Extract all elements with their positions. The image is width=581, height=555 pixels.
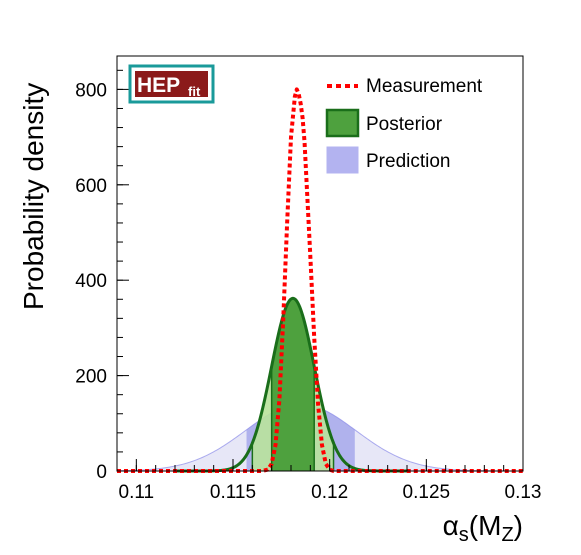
legend-prediction-label: Prediction — [366, 151, 451, 172]
x-tick-label-4: 0.13 — [505, 482, 542, 503]
x-axis-title-sub-s: s — [459, 524, 469, 546]
x-axis-title-open: (M — [469, 510, 502, 541]
x-axis-title-symbol: α — [443, 510, 459, 541]
x-axis-title: αs(MZ) — [443, 510, 523, 546]
x-tick-label-0: 0.11 — [119, 482, 155, 503]
y-tick-label-4: 800 — [75, 80, 107, 101]
legend-posterior-swatch — [325, 108, 360, 138]
legend-measurement-label: Measurement — [366, 76, 483, 97]
axes-layer: 0.11 0.115 0.12 0.125 0.13 0 200 400 600 800 — [75, 69, 542, 503]
y-tick-label-0: 0 — [96, 462, 107, 483]
plot-frame — [116, 55, 524, 472]
legend-prediction-swatch — [326, 146, 359, 174]
x-tick-label-2: 0.12 — [311, 482, 348, 503]
y-tick-label-2: 400 — [75, 271, 107, 292]
x-tick-label-3: 0.125 — [403, 482, 451, 503]
x-axis-title-close: ) — [514, 510, 523, 541]
y-tick-label-3: 600 — [75, 176, 107, 197]
x-tick-label-1: 0.115 — [210, 482, 256, 503]
legend: Measurement Posterior Prediction — [325, 76, 483, 174]
logo-main-text: HEP — [137, 74, 180, 97]
legend-posterior-label: Posterior — [366, 114, 443, 135]
y-tick-label-1: 200 — [75, 367, 107, 388]
logo-sub-text: fit — [188, 84, 201, 99]
y-axis-title: Probability density — [18, 83, 49, 310]
x-axis-title-sub-z: Z — [501, 524, 513, 546]
hepfit-logo: HEP fit — [128, 64, 215, 104]
